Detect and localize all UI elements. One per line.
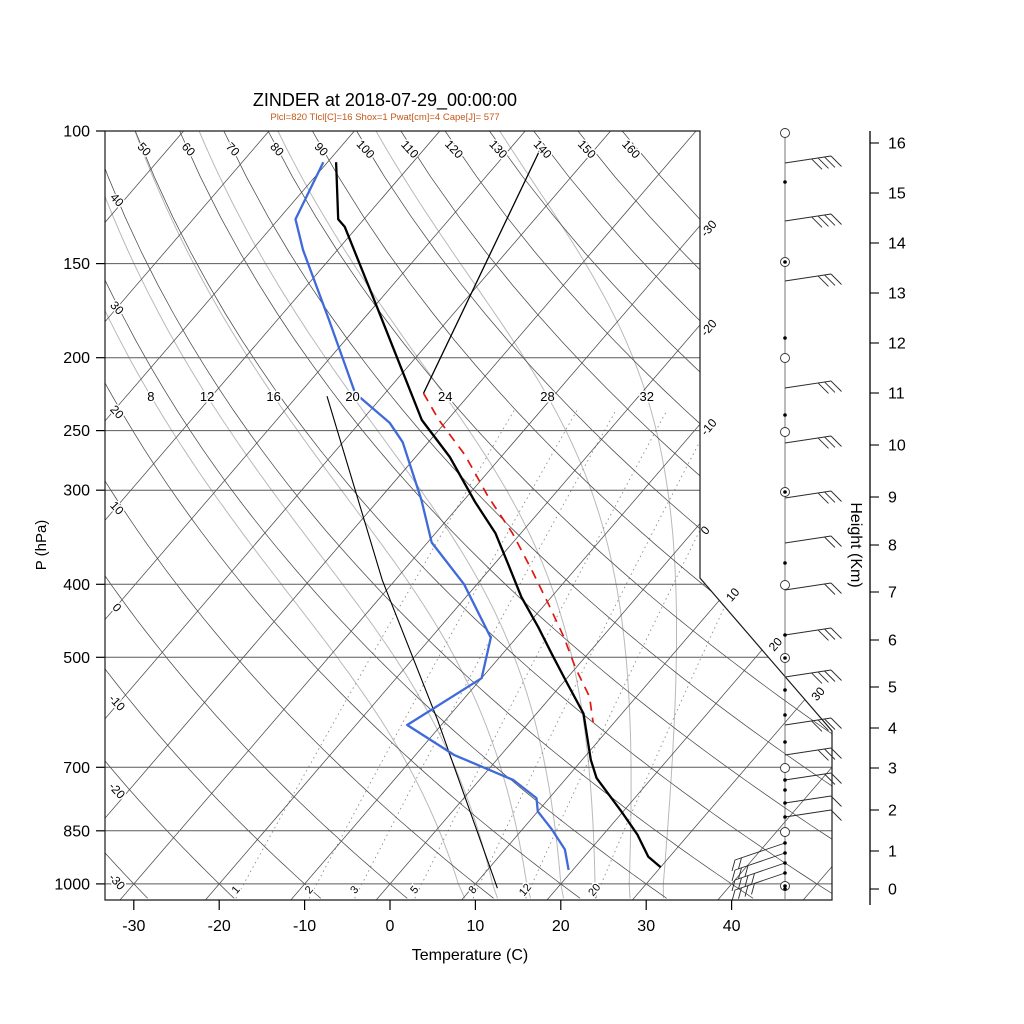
- svg-text:2: 2: [888, 803, 897, 820]
- svg-text:20: 20: [766, 634, 786, 654]
- chart-subtitle: Plcl=820 Tlcl[C]=16 Shox=1 Pwat[cm]=4 Ca…: [270, 112, 500, 123]
- svg-text:850: 850: [63, 823, 90, 840]
- svg-text:120: 120: [442, 137, 466, 161]
- svg-text:30: 30: [637, 918, 655, 935]
- svg-text:24: 24: [438, 389, 452, 404]
- svg-text:100: 100: [354, 137, 378, 161]
- svg-text:13: 13: [888, 286, 906, 303]
- svg-text:-20: -20: [106, 779, 128, 801]
- svg-text:2: 2: [303, 884, 316, 896]
- svg-text:40: 40: [723, 918, 741, 935]
- svg-text:Temperature (C): Temperature (C): [412, 947, 528, 964]
- svg-text:4: 4: [888, 721, 897, 738]
- svg-text:1: 1: [230, 884, 243, 896]
- svg-text:0: 0: [888, 882, 897, 899]
- svg-text:1000: 1000: [54, 876, 90, 893]
- svg-text:50: 50: [135, 140, 155, 160]
- svg-text:12: 12: [200, 389, 214, 404]
- svg-text:11: 11: [888, 386, 905, 403]
- svg-text:700: 700: [63, 760, 90, 777]
- svg-text:12: 12: [888, 336, 906, 353]
- svg-text:160: 160: [619, 137, 643, 161]
- svg-text:-10: -10: [293, 918, 316, 935]
- svg-text:400: 400: [63, 577, 90, 594]
- svg-text:500: 500: [63, 650, 90, 667]
- svg-text:140: 140: [531, 137, 555, 161]
- svg-text:10: 10: [107, 498, 127, 518]
- svg-text:-30: -30: [122, 918, 145, 935]
- svg-text:60: 60: [179, 140, 199, 160]
- svg-text:150: 150: [63, 256, 90, 273]
- svg-text:8: 8: [888, 538, 897, 555]
- svg-text:20: 20: [552, 918, 570, 935]
- svg-text:-30: -30: [698, 217, 720, 240]
- svg-text:0: 0: [110, 600, 125, 615]
- svg-text:100: 100: [63, 124, 90, 141]
- svg-text:0: 0: [386, 918, 395, 935]
- svg-text:14: 14: [888, 236, 906, 253]
- svg-text:6: 6: [888, 633, 897, 650]
- svg-text:-20: -20: [698, 316, 720, 339]
- svg-text:20: 20: [345, 389, 359, 404]
- svg-text:32: 32: [640, 389, 654, 404]
- svg-text:3: 3: [348, 884, 361, 896]
- svg-text:3: 3: [888, 761, 897, 778]
- svg-text:10: 10: [723, 585, 743, 605]
- svg-text:90: 90: [312, 140, 332, 160]
- svg-text:-20: -20: [208, 918, 231, 935]
- svg-text:70: 70: [223, 140, 243, 160]
- svg-text:9: 9: [888, 490, 897, 507]
- chart-title: ZINDER at 2018-07-29_00:00:00: [252, 90, 518, 110]
- svg-text:30: 30: [809, 684, 829, 704]
- svg-text:10: 10: [467, 918, 485, 935]
- svg-text:40: 40: [107, 190, 127, 210]
- svg-text:16: 16: [266, 389, 280, 404]
- svg-text:200: 200: [63, 350, 90, 367]
- svg-text:300: 300: [63, 483, 90, 500]
- svg-text:15: 15: [888, 186, 906, 203]
- svg-text:10: 10: [888, 438, 906, 455]
- svg-text:30: 30: [107, 298, 127, 318]
- svg-text:1: 1: [888, 844, 897, 861]
- svg-text:7: 7: [888, 585, 897, 602]
- svg-text:P (hPa): P (hPa): [33, 520, 50, 571]
- svg-text:-10: -10: [698, 416, 720, 439]
- svg-text:5: 5: [408, 884, 421, 896]
- svg-text:150: 150: [575, 137, 599, 161]
- svg-text:8: 8: [147, 389, 154, 404]
- svg-text:130: 130: [486, 137, 510, 161]
- svg-text:250: 250: [63, 423, 90, 440]
- svg-text:5: 5: [888, 680, 897, 697]
- svg-text:16: 16: [888, 136, 906, 153]
- svg-text:Height (Km): Height (Km): [847, 502, 864, 587]
- svg-text:28: 28: [540, 389, 554, 404]
- svg-text:20: 20: [107, 402, 127, 422]
- svg-text:-10: -10: [106, 692, 128, 714]
